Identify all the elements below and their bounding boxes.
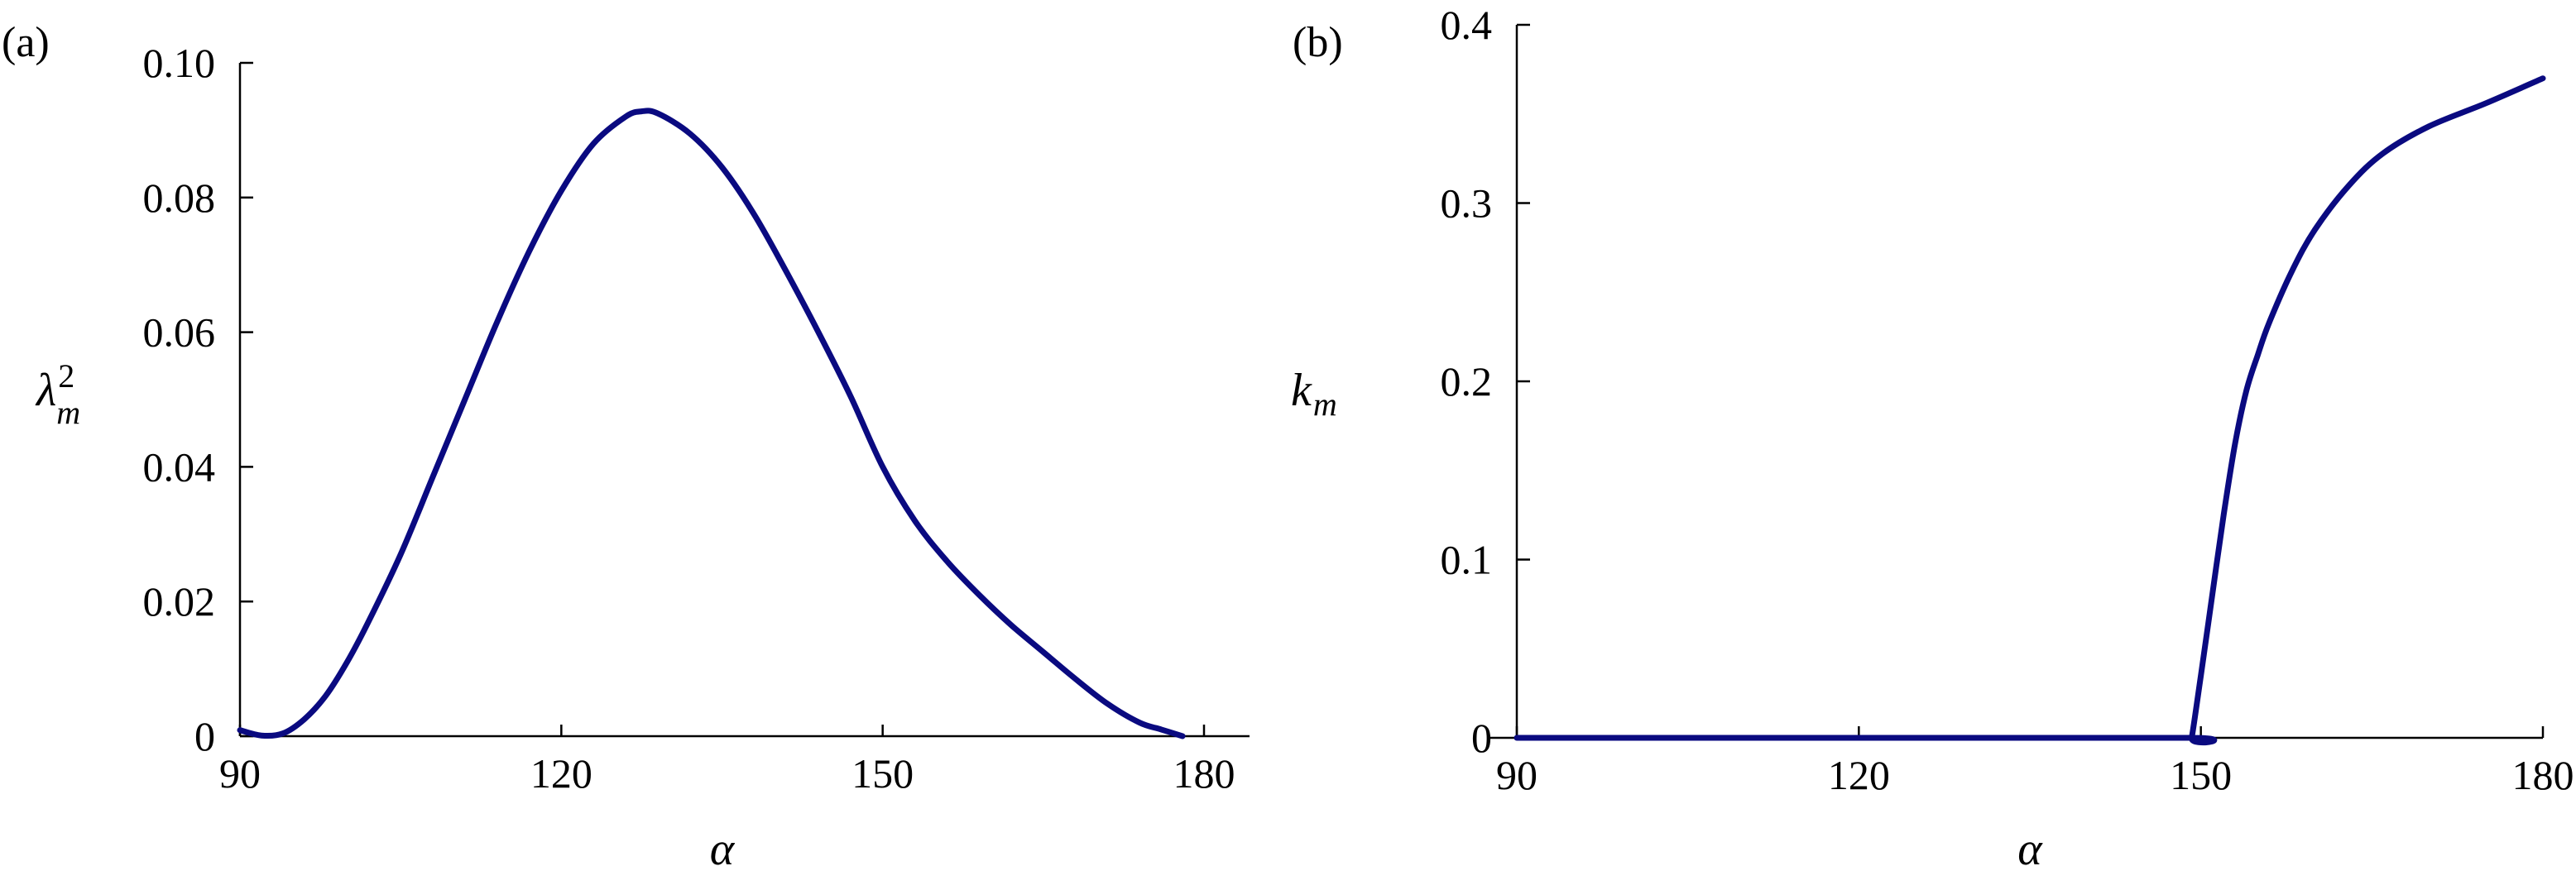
series-line — [237, 108, 1186, 739]
y-tick-label: 0.08 — [143, 175, 216, 221]
y-tick-label: 0.04 — [143, 443, 216, 490]
y-tick-label: 0 — [194, 713, 215, 759]
y-axis-label-subscript: m — [1313, 385, 1337, 423]
y-axis-label: λ2 m — [35, 357, 80, 431]
y-tick-label: 0.2 — [1441, 358, 1493, 404]
y-axis-label-main: λ — [35, 365, 56, 416]
panel-label: (a) — [2, 19, 50, 66]
y-tick-label: 0.1 — [1441, 537, 1493, 583]
x-tick-label: 90 — [1496, 752, 1537, 798]
x-tick-label: 120 — [1828, 752, 1890, 798]
y-tick-label: 0.4 — [1441, 2, 1493, 48]
y-tick-label: 0.10 — [143, 40, 216, 86]
x-tick-label: 120 — [530, 750, 592, 797]
x-axis-label: α — [2017, 824, 2043, 871]
x-tick-label: 90 — [219, 750, 261, 797]
panel-label: (b) — [1293, 19, 1343, 66]
panel-b: 0 0.1 0.2 0.3 0.4 90 120 150 180 (b) α km — [1291, 2, 2574, 871]
y-tick-label: 0.3 — [1441, 180, 1493, 227]
x-tick-label: 180 — [1173, 750, 1235, 797]
y-axis-label-main: k — [1291, 365, 1312, 416]
x-tick-label: 180 — [2512, 752, 2574, 798]
x-tick-label: 150 — [851, 750, 914, 797]
panel-a: 0 0.02 0.04 0.06 0.08 0.10 90 120 150 180 (a) α λ2 m — [2, 19, 1250, 871]
series-line — [1513, 75, 2546, 746]
x-axis-label: α — [710, 824, 736, 871]
y-tick-label: 0 — [1471, 715, 1492, 761]
y-axis-label-subscript: m — [56, 394, 80, 431]
x-tick-label: 150 — [2170, 752, 2232, 798]
y-axis-label-superscript: 2 — [58, 357, 74, 395]
y-tick-label: 0.02 — [143, 578, 216, 625]
y-axis-label: km — [1291, 365, 1337, 423]
y-tick-label: 0.06 — [143, 309, 216, 356]
